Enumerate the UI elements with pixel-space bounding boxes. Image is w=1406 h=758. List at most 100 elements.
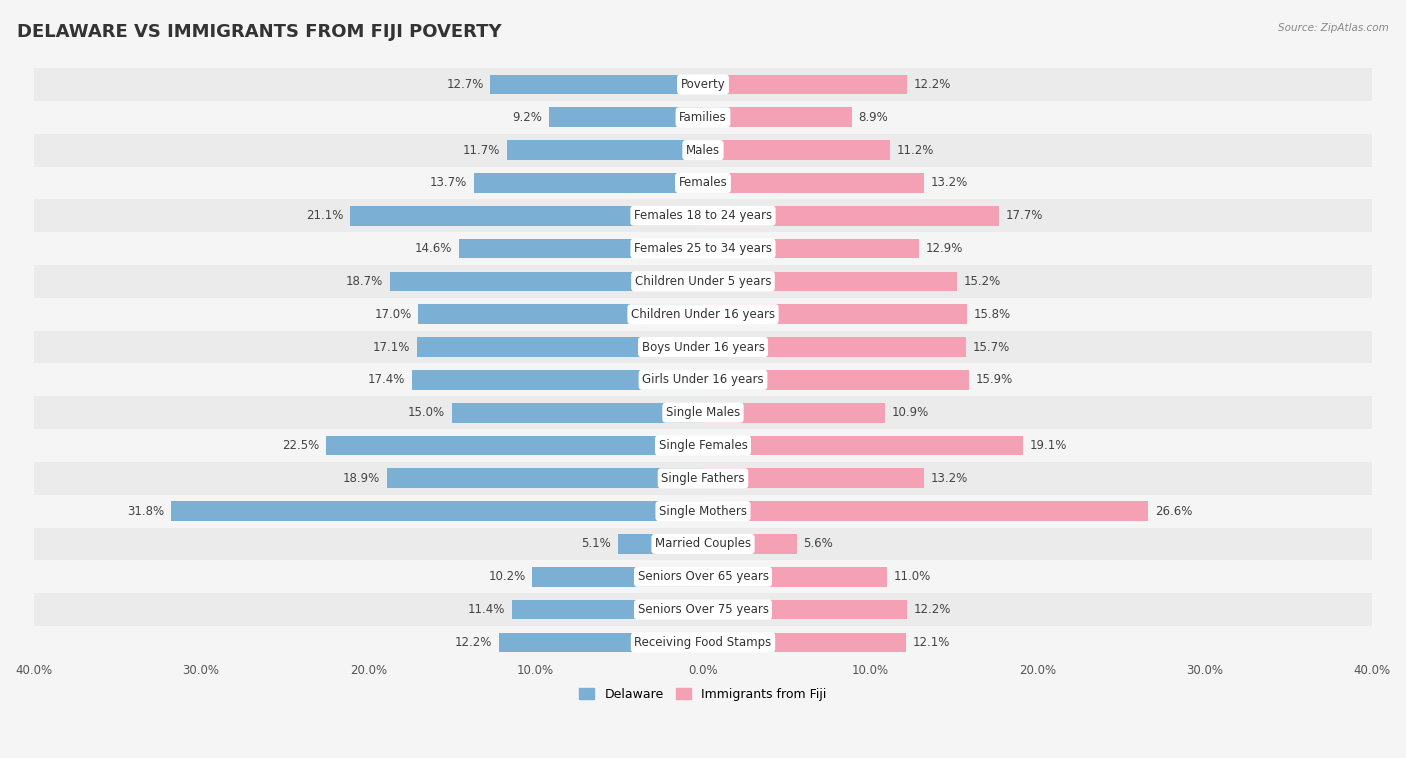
Text: Girls Under 16 years: Girls Under 16 years: [643, 374, 763, 387]
Text: 17.1%: 17.1%: [373, 340, 411, 353]
Bar: [703, 271, 957, 291]
Text: 12.9%: 12.9%: [925, 242, 963, 255]
Text: 13.2%: 13.2%: [931, 471, 967, 485]
Bar: [34, 462, 1372, 495]
Text: Females 18 to 24 years: Females 18 to 24 years: [634, 209, 772, 222]
Bar: [34, 560, 1372, 594]
Text: Seniors Over 65 years: Seniors Over 65 years: [637, 570, 769, 583]
Text: 13.7%: 13.7%: [430, 177, 467, 190]
Text: 10.2%: 10.2%: [488, 570, 526, 583]
Bar: [34, 330, 1372, 363]
Bar: [474, 173, 703, 193]
Bar: [170, 501, 703, 521]
Bar: [34, 429, 1372, 462]
Text: 5.1%: 5.1%: [581, 537, 612, 550]
Bar: [34, 265, 1372, 298]
Text: Single Females: Single Females: [658, 439, 748, 452]
Text: Boys Under 16 years: Boys Under 16 years: [641, 340, 765, 353]
Bar: [703, 337, 966, 357]
Bar: [703, 173, 924, 193]
Text: 11.4%: 11.4%: [468, 603, 506, 616]
Bar: [34, 167, 1372, 199]
Text: 22.5%: 22.5%: [283, 439, 319, 452]
Bar: [34, 101, 1372, 133]
Bar: [419, 305, 703, 324]
Text: 12.2%: 12.2%: [914, 78, 952, 91]
Bar: [548, 108, 703, 127]
Text: 8.9%: 8.9%: [859, 111, 889, 124]
Text: 10.9%: 10.9%: [893, 406, 929, 419]
Text: 12.2%: 12.2%: [914, 603, 952, 616]
Text: Seniors Over 75 years: Seniors Over 75 years: [637, 603, 769, 616]
Bar: [703, 633, 905, 652]
Bar: [387, 468, 703, 488]
Bar: [34, 495, 1372, 528]
Text: 11.7%: 11.7%: [463, 143, 501, 157]
Text: Single Males: Single Males: [666, 406, 740, 419]
Text: 13.2%: 13.2%: [931, 177, 967, 190]
Bar: [617, 534, 703, 554]
Bar: [34, 626, 1372, 659]
Text: 11.0%: 11.0%: [894, 570, 931, 583]
Text: Children Under 5 years: Children Under 5 years: [634, 275, 772, 288]
Text: 26.6%: 26.6%: [1154, 505, 1192, 518]
Bar: [508, 140, 703, 160]
Text: 5.6%: 5.6%: [803, 537, 834, 550]
Bar: [350, 206, 703, 226]
Text: 15.8%: 15.8%: [974, 308, 1011, 321]
Text: Children Under 16 years: Children Under 16 years: [631, 308, 775, 321]
Text: 17.7%: 17.7%: [1005, 209, 1043, 222]
Text: 15.9%: 15.9%: [976, 374, 1014, 387]
Text: 31.8%: 31.8%: [127, 505, 165, 518]
Text: 18.7%: 18.7%: [346, 275, 384, 288]
Bar: [34, 594, 1372, 626]
Text: 12.7%: 12.7%: [446, 78, 484, 91]
Text: 19.1%: 19.1%: [1029, 439, 1067, 452]
Bar: [703, 567, 887, 587]
Bar: [34, 199, 1372, 232]
Bar: [703, 305, 967, 324]
Bar: [533, 567, 703, 587]
Text: 15.0%: 15.0%: [408, 406, 446, 419]
Text: 18.9%: 18.9%: [343, 471, 380, 485]
Bar: [512, 600, 703, 619]
Bar: [34, 528, 1372, 560]
Bar: [34, 68, 1372, 101]
Bar: [326, 436, 703, 456]
Text: 15.7%: 15.7%: [973, 340, 1010, 353]
Legend: Delaware, Immigrants from Fiji: Delaware, Immigrants from Fiji: [575, 683, 831, 706]
Bar: [703, 402, 886, 422]
Text: 17.0%: 17.0%: [374, 308, 412, 321]
Text: 11.2%: 11.2%: [897, 143, 935, 157]
Text: 15.2%: 15.2%: [965, 275, 1001, 288]
Text: Families: Families: [679, 111, 727, 124]
Bar: [458, 239, 703, 258]
Text: 17.4%: 17.4%: [368, 374, 405, 387]
Text: Source: ZipAtlas.com: Source: ZipAtlas.com: [1278, 23, 1389, 33]
Text: DELAWARE VS IMMIGRANTS FROM FIJI POVERTY: DELAWARE VS IMMIGRANTS FROM FIJI POVERTY: [17, 23, 502, 41]
Bar: [451, 402, 703, 422]
Text: 12.2%: 12.2%: [454, 636, 492, 649]
Bar: [703, 501, 1149, 521]
Bar: [703, 370, 969, 390]
Bar: [412, 370, 703, 390]
Bar: [34, 232, 1372, 265]
Text: 9.2%: 9.2%: [512, 111, 543, 124]
Text: 14.6%: 14.6%: [415, 242, 451, 255]
Text: 21.1%: 21.1%: [305, 209, 343, 222]
Bar: [703, 436, 1022, 456]
Text: Females: Females: [679, 177, 727, 190]
Bar: [499, 633, 703, 652]
Bar: [703, 600, 907, 619]
Bar: [703, 239, 920, 258]
Bar: [34, 298, 1372, 330]
Bar: [703, 74, 907, 94]
Text: Poverty: Poverty: [681, 78, 725, 91]
Bar: [389, 271, 703, 291]
Text: Single Mothers: Single Mothers: [659, 505, 747, 518]
Bar: [34, 133, 1372, 167]
Text: Single Fathers: Single Fathers: [661, 471, 745, 485]
Bar: [703, 534, 797, 554]
Bar: [703, 206, 1000, 226]
Bar: [34, 363, 1372, 396]
